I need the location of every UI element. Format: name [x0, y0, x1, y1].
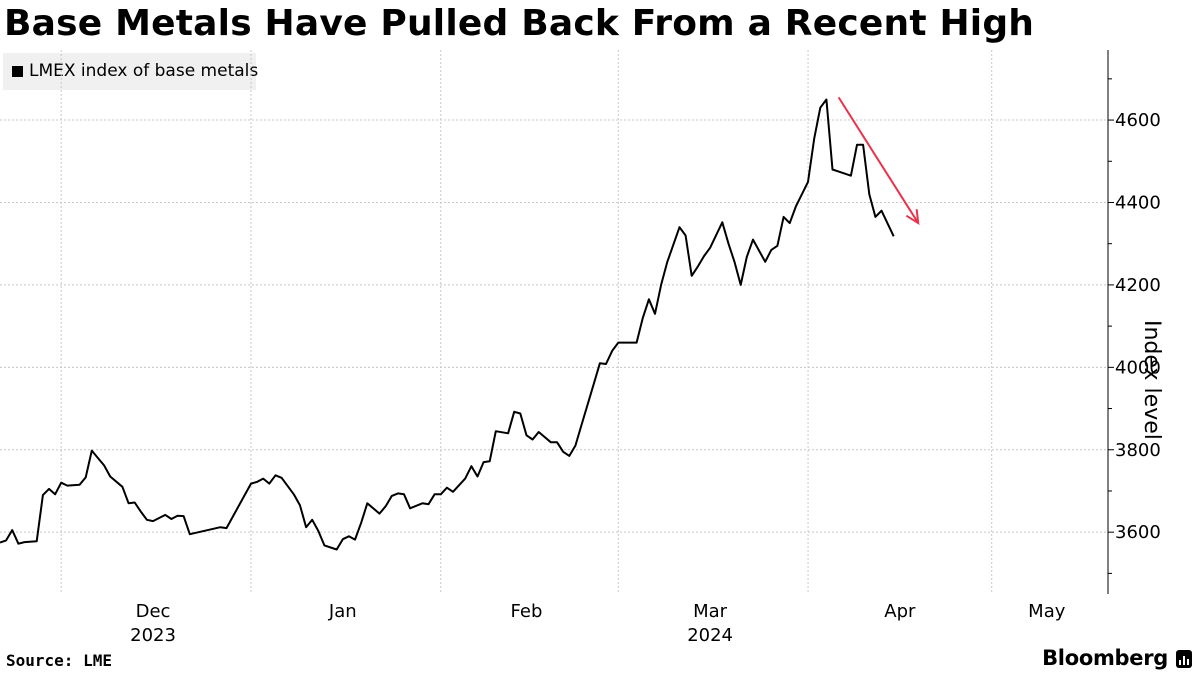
x-year-label-2023: 2023: [130, 625, 176, 646]
y-tick-label-3600: 3600: [1115, 522, 1161, 543]
trend-arrow-shaft-0: [837, 96, 920, 224]
bloomberg-logo: Bloomberg: [1042, 646, 1168, 670]
y-tick-label-4600: 4600: [1115, 110, 1161, 131]
legend-label: LMEX index of base metals: [29, 61, 259, 81]
x-tick-label-mar: Mar: [693, 601, 728, 622]
source-note: Source: LME: [6, 651, 112, 670]
annotation-layer: [837, 96, 920, 226]
series-layer: [0, 98, 895, 551]
x-tick-label-feb: Feb: [511, 601, 543, 622]
grid: [0, 50, 1108, 594]
x-year-label-2024: 2024: [687, 625, 733, 646]
legend: LMEX index of base metals: [3, 53, 259, 90]
chart-title: Base Metals Have Pulled Back From a Rece…: [4, 3, 1035, 44]
tick-labels: 3600 3800 4000 4200 4400 4600 Dec 2023 Jan Feb Mar…: [130, 110, 1161, 646]
axes: [1107, 50, 1114, 594]
bloomberg-chart-icon: [1176, 650, 1192, 668]
x-tick-label-jan: Jan: [328, 601, 357, 622]
trend-arrow-head-0: [905, 209, 920, 226]
series-line-0: [0, 98, 895, 551]
y-axis-label: Index level: [1139, 320, 1164, 440]
x-tick-label-apr: Apr: [884, 601, 916, 622]
legend-swatch: [12, 66, 23, 77]
y-tick-label-4000: 4000: [1115, 357, 1161, 378]
x-tick-label-dec: Dec: [136, 601, 171, 622]
y-tick-label-4400: 4400: [1115, 192, 1161, 213]
x-tick-label-may: May: [1028, 601, 1066, 622]
y-tick-label-4200: 4200: [1115, 275, 1161, 296]
y-tick-label-3800: 3800: [1115, 440, 1161, 461]
